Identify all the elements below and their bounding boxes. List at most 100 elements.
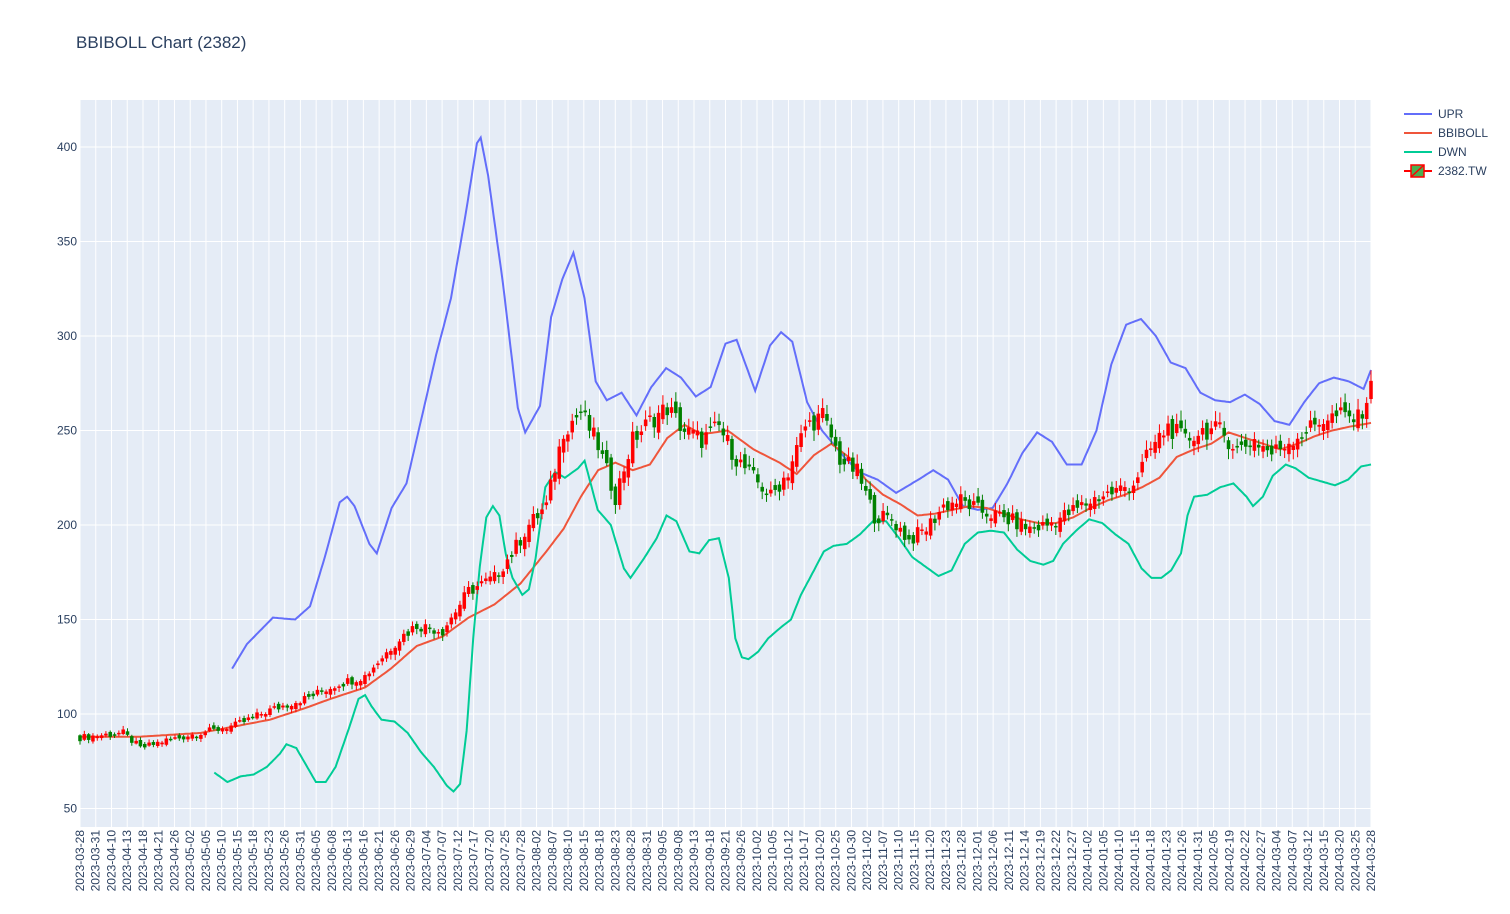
y-tick-label: 350 (57, 235, 77, 249)
candle-body (212, 725, 216, 729)
x-tick-label: 2024-03-15 (1317, 830, 1331, 892)
candle-body (846, 456, 851, 461)
candle-body (510, 555, 514, 557)
candle (1041, 515, 1045, 530)
candle (497, 572, 501, 584)
candle (691, 421, 695, 439)
legend-item-2382-tw[interactable]: 2382.TW (1404, 164, 1487, 178)
x-tick-label: 2023-05-02 (183, 830, 197, 892)
candle-body (151, 742, 156, 745)
candle-body (492, 572, 497, 582)
candle-body (78, 735, 82, 742)
candle-body (1123, 487, 1127, 492)
candle (518, 537, 523, 554)
candle-body (1200, 428, 1205, 435)
candle (1161, 429, 1166, 446)
candle (475, 581, 479, 595)
candle (320, 687, 324, 695)
candle-body (415, 623, 419, 629)
candle-body (1006, 512, 1011, 525)
legend-label: DWN (1438, 145, 1467, 159)
x-tick-label: 2023-08-07 (545, 830, 559, 892)
candle (1261, 439, 1265, 459)
candle-body (1136, 477, 1140, 483)
candle-body (449, 617, 454, 625)
candle-body (337, 686, 341, 688)
candle (924, 527, 929, 542)
candle (1244, 433, 1248, 455)
legend-item-dwn[interactable]: DWN (1404, 145, 1467, 159)
candle-body (717, 421, 721, 426)
candle (307, 691, 311, 700)
y-axis: 50 100 150 200 250 300 350 400 (57, 140, 77, 816)
legend[interactable]: UPR BBIBOLL DWN 2382.TW (1404, 107, 1488, 178)
candle-body (138, 740, 143, 747)
x-gridlines (79, 100, 1372, 827)
candle (276, 701, 281, 713)
candle (1248, 440, 1252, 456)
candle-body (1291, 445, 1296, 450)
candle-body (544, 502, 549, 506)
candle-body (1261, 446, 1265, 452)
candle-body (769, 489, 773, 494)
candle-body (725, 435, 730, 442)
candle-body (315, 689, 320, 695)
x-tick-label: 2024-01-15 (1128, 830, 1142, 892)
candle (168, 736, 173, 742)
candle (337, 684, 341, 693)
candle (268, 705, 272, 718)
candle-body (1118, 485, 1123, 491)
candle (380, 655, 385, 666)
candle (1369, 370, 1373, 404)
candle (501, 568, 505, 585)
candle (656, 405, 661, 440)
candle (1282, 444, 1287, 459)
candle-body (436, 632, 441, 634)
candle (389, 648, 393, 660)
candle (458, 600, 462, 621)
candle (419, 626, 423, 638)
candle-body (838, 441, 842, 465)
candle (466, 581, 471, 597)
candle-body (268, 708, 272, 715)
candle (1196, 430, 1201, 453)
candle (194, 735, 199, 742)
y-tick-label: 150 (57, 613, 77, 627)
candle-body (216, 727, 220, 731)
candle-body (574, 415, 579, 418)
candle (553, 468, 557, 490)
candle-body (298, 703, 302, 706)
legend-item-bbiboll[interactable]: BBIBOLL (1404, 126, 1488, 140)
candle-body (1092, 497, 1097, 509)
x-tick-label: 2023-07-04 (419, 830, 433, 892)
candle-body (220, 728, 225, 732)
candle-body (959, 494, 963, 510)
candle (833, 429, 838, 452)
candle (1265, 439, 1270, 457)
candle-body (147, 742, 151, 746)
candle (1054, 522, 1058, 535)
candle (1356, 398, 1360, 432)
candle (237, 716, 242, 723)
candle (1192, 436, 1196, 456)
x-tick-label: 2023-10-17 (797, 830, 811, 892)
candle (479, 575, 484, 587)
x-tick-label: 2024-02-05 (1207, 830, 1221, 892)
candle (544, 495, 549, 510)
candle (246, 714, 251, 722)
candle (933, 515, 937, 531)
candle-body (1066, 509, 1071, 516)
dwn-line (213, 458, 1372, 793)
candle-body (173, 737, 177, 739)
legend-item-upr[interactable]: UPR (1404, 107, 1464, 121)
candle-body (1084, 503, 1088, 506)
candle (972, 493, 976, 509)
candle (207, 723, 212, 733)
x-tick-label: 2024-03-12 (1301, 830, 1315, 892)
candle (311, 691, 315, 700)
candle-body (1075, 500, 1080, 508)
candle-body (1015, 512, 1019, 530)
candle (872, 492, 877, 532)
candle-body (661, 404, 665, 420)
